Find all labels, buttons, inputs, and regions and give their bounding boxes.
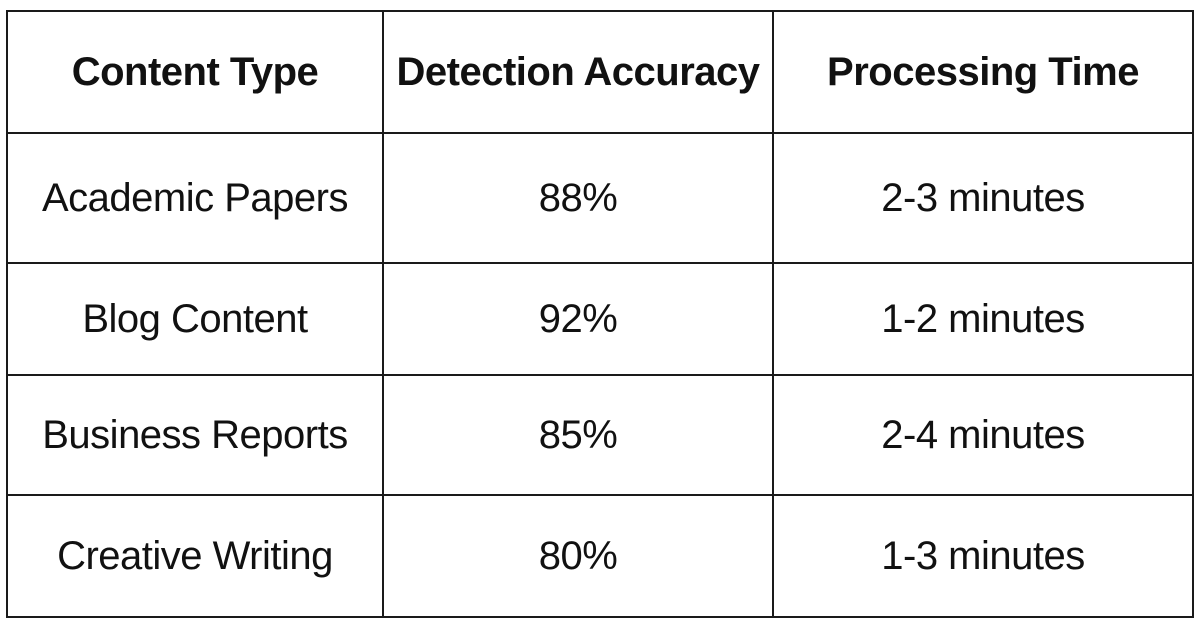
cell-processing-time: 2-4 minutes <box>772 374 1194 496</box>
cell-content-type: Business Reports <box>6 374 384 496</box>
table-header: Content Type Detection Accuracy Processi… <box>6 10 1194 134</box>
cell-detection-accuracy: 88% <box>382 132 774 264</box>
cell-detection-accuracy: 92% <box>382 262 774 376</box>
cell-detection-accuracy: 80% <box>382 494 774 618</box>
cell-content-type: Academic Papers <box>6 132 384 264</box>
cell-detection-accuracy: 85% <box>382 374 774 496</box>
cell-content-type: Creative Writing <box>6 494 384 618</box>
cell-processing-time: 1-3 minutes <box>772 494 1194 618</box>
table-row: Blog Content 92% 1-2 minutes <box>6 262 1194 376</box>
cell-processing-time: 2-3 minutes <box>772 132 1194 264</box>
header-detection-accuracy: Detection Accuracy <box>382 10 774 134</box>
cell-processing-time: 1-2 minutes <box>772 262 1194 376</box>
table-container: Content Type Detection Accuracy Processi… <box>6 10 1194 618</box>
table-row: Academic Papers 88% 2-3 minutes <box>6 132 1194 264</box>
header-processing-time: Processing Time <box>772 10 1194 134</box>
table-row: Business Reports 85% 2-4 minutes <box>6 374 1194 496</box>
table-body: Academic Papers 88% 2-3 minutes Blog Con… <box>6 132 1194 618</box>
cell-content-type: Blog Content <box>6 262 384 376</box>
table-row: Creative Writing 80% 1-3 minutes <box>6 494 1194 618</box>
header-row: Content Type Detection Accuracy Processi… <box>6 10 1194 134</box>
header-content-type: Content Type <box>6 10 384 134</box>
comparison-table: Content Type Detection Accuracy Processi… <box>6 10 1194 618</box>
